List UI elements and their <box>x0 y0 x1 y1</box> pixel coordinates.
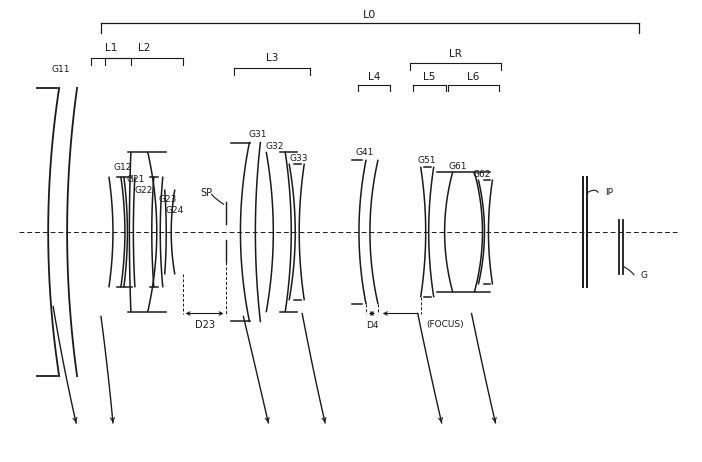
Text: L5: L5 <box>423 72 436 82</box>
Text: (FOCUS): (FOCUS) <box>427 320 464 329</box>
Text: G11: G11 <box>51 66 69 74</box>
Text: G21: G21 <box>127 175 145 184</box>
Text: G31: G31 <box>249 130 267 139</box>
Text: L3: L3 <box>266 53 279 63</box>
Text: D4: D4 <box>366 321 378 330</box>
Text: G33: G33 <box>289 154 307 163</box>
Text: L2: L2 <box>138 43 150 53</box>
Text: G23: G23 <box>159 195 177 204</box>
Text: L6: L6 <box>468 72 479 82</box>
Text: G22: G22 <box>135 186 153 195</box>
Text: G32: G32 <box>265 142 284 151</box>
Text: IP: IP <box>605 188 613 197</box>
Text: LR: LR <box>449 49 462 59</box>
Text: L1: L1 <box>105 43 117 53</box>
Text: L4: L4 <box>368 72 380 82</box>
Text: G41: G41 <box>356 148 374 157</box>
Text: L0: L0 <box>364 10 376 20</box>
Text: SP: SP <box>201 188 213 198</box>
Text: G24: G24 <box>166 206 184 215</box>
Text: G12: G12 <box>114 163 132 172</box>
Text: G62: G62 <box>472 170 491 179</box>
Text: G61: G61 <box>449 162 467 171</box>
Text: G51: G51 <box>418 156 436 165</box>
Text: G: G <box>641 271 648 280</box>
Text: D23: D23 <box>194 321 215 330</box>
